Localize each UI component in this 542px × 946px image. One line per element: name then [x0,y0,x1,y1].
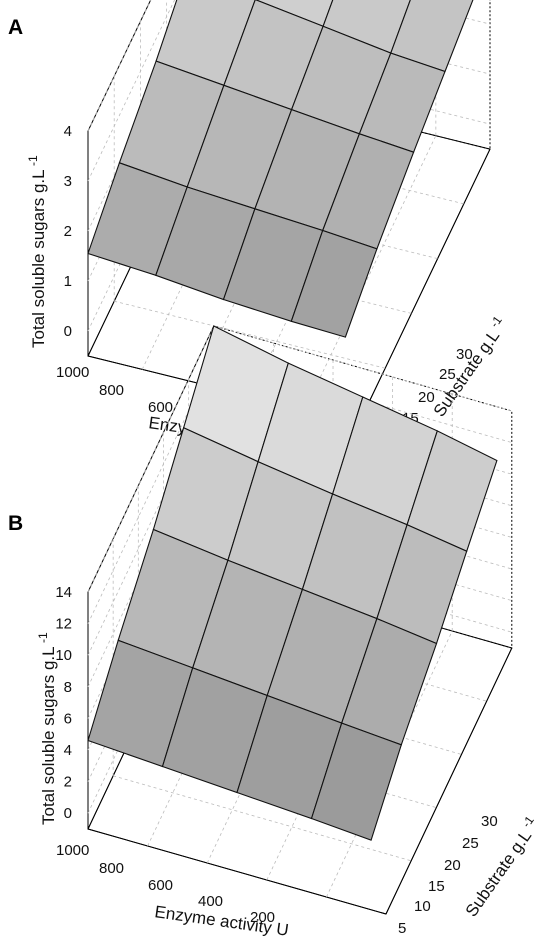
panel-a-y-axis-line [358,148,491,424]
panel-b-label: B [8,512,23,535]
panel-b-y-tick: 20 [444,857,461,874]
panel-b-y-axis-line [385,647,513,915]
panel-a-z-tick: 1 [64,273,72,290]
panel-b-z-tick: 2 [64,774,72,791]
panel-a-xgrid-4 [304,135,437,410]
panel-b-z-axis-label: Total soluble sugars g.L -1 [36,632,58,825]
panel-b-xgrid-2 [206,596,334,864]
panel-a-z-tick: 0 [64,323,72,340]
panel-b-ygrid-1 [113,775,412,862]
panel-b-xgrid-4 [326,630,453,898]
panel-b-surface-cell [310,722,402,841]
panel-a-z-axis-label: Total soluble sugars g.L -1 [26,155,48,348]
panel-b-y-tick: 30 [481,813,498,830]
panel-b-ygrid-3 [163,669,462,755]
panel-b-x-axis-line [87,828,387,915]
panel-b-ygrid-2 [138,722,437,809]
panel-b-y-tick: 25 [462,835,479,852]
panel-b-z-tick: 4 [64,742,72,759]
panel-b-z-tick: 12 [55,616,72,633]
panel-a-x-tick: 600 [148,399,173,416]
panel-b-z-tick: 10 [55,647,72,664]
panel-b-z-tick: 8 [64,679,72,696]
panel-b-x-tick: 600 [148,877,173,894]
panel-a-y-tick: 30 [456,346,473,363]
panel-a-y-tick: 25 [439,366,456,383]
panel-b-z-tick: 14 [55,584,72,601]
panel-a-x-tick: 1000 [56,364,89,381]
panel-b-xgrid-1 [147,579,274,847]
panel-b-x-tick: 200 [250,909,275,926]
panel-b-x-tick: 400 [198,893,223,910]
panel-a-y-tick: 20 [418,389,435,406]
panel-b-x-tick: 800 [99,860,124,877]
panel-b-z-tick: 6 [64,710,72,727]
panel-a-z-tick: 3 [64,173,72,190]
panel-b-y-tick: 10 [414,898,431,915]
panel-b-y-axis-label: Substrate g.L -1 [459,813,542,920]
panel-b-ygrid-4 [188,615,487,702]
panel-a-x-tick: 800 [99,382,124,399]
panel-b-y-tick: 15 [428,878,445,895]
panel-b-surface [87,325,498,841]
panel-a-ygrid-1 [114,300,386,369]
panel-a-z-tick: 4 [64,123,72,140]
panel-a-surface-cell [290,229,378,338]
panel-a-surface [87,0,474,338]
panel-b-y-tick: 5 [398,920,406,937]
panel-a-label: A [8,16,23,39]
panel-b-xgrid-3 [266,613,393,881]
panel-a-z-tick: 2 [64,223,72,240]
panel-b-z-tick: 0 [64,805,72,822]
panel-b-x-tick: 1000 [56,842,89,859]
